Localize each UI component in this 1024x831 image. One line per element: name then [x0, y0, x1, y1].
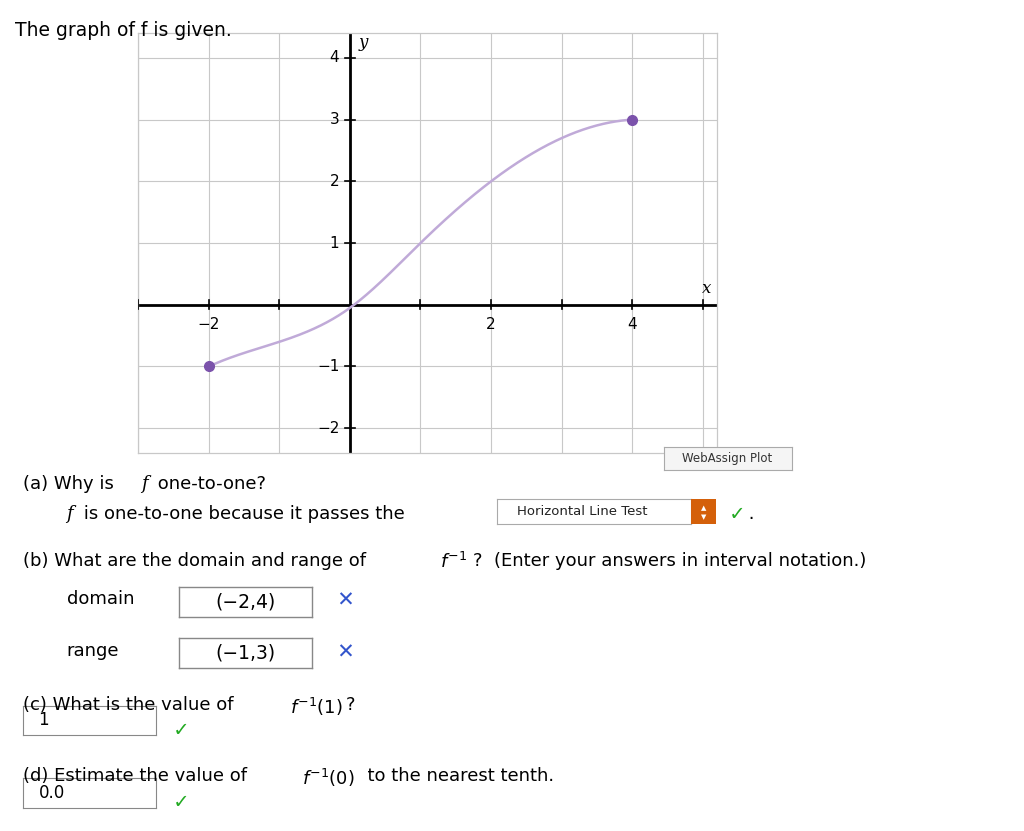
- Text: 2: 2: [486, 317, 496, 332]
- Text: ▲: ▲: [700, 505, 707, 511]
- Text: 0.0: 0.0: [39, 784, 65, 802]
- Text: ▼: ▼: [700, 514, 707, 520]
- Text: .: .: [743, 505, 755, 524]
- Text: f: f: [141, 475, 147, 494]
- Text: (d) Estimate the value of: (d) Estimate the value of: [23, 767, 252, 785]
- Text: 2: 2: [330, 174, 339, 189]
- Text: ✕: ✕: [324, 590, 354, 610]
- Text: to the nearest tenth.: to the nearest tenth.: [356, 767, 554, 785]
- Text: $f^{-1}(1)$: $f^{-1}(1)$: [290, 696, 342, 718]
- Text: ✓: ✓: [167, 721, 189, 740]
- Text: (−1,3): (−1,3): [216, 644, 275, 662]
- Text: (−2,4): (−2,4): [216, 593, 275, 611]
- Text: 4: 4: [628, 317, 637, 332]
- Text: 1: 1: [330, 235, 339, 251]
- Text: The graph of f is given.: The graph of f is given.: [15, 21, 232, 40]
- Text: range: range: [67, 642, 119, 660]
- Text: WebAssign Plot: WebAssign Plot: [682, 452, 773, 465]
- Text: one-to-one?: one-to-one?: [152, 475, 265, 494]
- Text: (c) What is the value of: (c) What is the value of: [23, 696, 239, 714]
- Text: 4: 4: [330, 51, 339, 66]
- Text: y: y: [358, 34, 368, 51]
- Text: is one-to-one because it passes the: is one-to-one because it passes the: [78, 505, 404, 524]
- Text: ?: ?: [346, 696, 355, 714]
- Text: ✓: ✓: [167, 793, 189, 812]
- Text: domain: domain: [67, 590, 134, 608]
- Text: f: f: [67, 505, 73, 524]
- Text: (b) What are the domain and range of: (b) What are the domain and range of: [23, 552, 372, 570]
- Text: $f^{-1}$: $f^{-1}$: [440, 552, 468, 572]
- Text: −2: −2: [198, 317, 220, 332]
- Text: Horizontal Line Test: Horizontal Line Test: [517, 504, 647, 518]
- Text: −1: −1: [317, 359, 339, 374]
- Text: ✕: ✕: [324, 642, 354, 661]
- Text: x: x: [701, 280, 711, 297]
- Text: 1: 1: [39, 711, 49, 730]
- Text: (a) Why is: (a) Why is: [23, 475, 119, 494]
- Text: ?  (Enter your answers in interval notation.): ? (Enter your answers in interval notati…: [473, 552, 866, 570]
- Text: 3: 3: [330, 112, 339, 127]
- Text: $f^{-1}(0)$: $f^{-1}(0)$: [302, 767, 354, 789]
- Text: −2: −2: [317, 420, 339, 435]
- Text: ✓: ✓: [723, 505, 745, 524]
